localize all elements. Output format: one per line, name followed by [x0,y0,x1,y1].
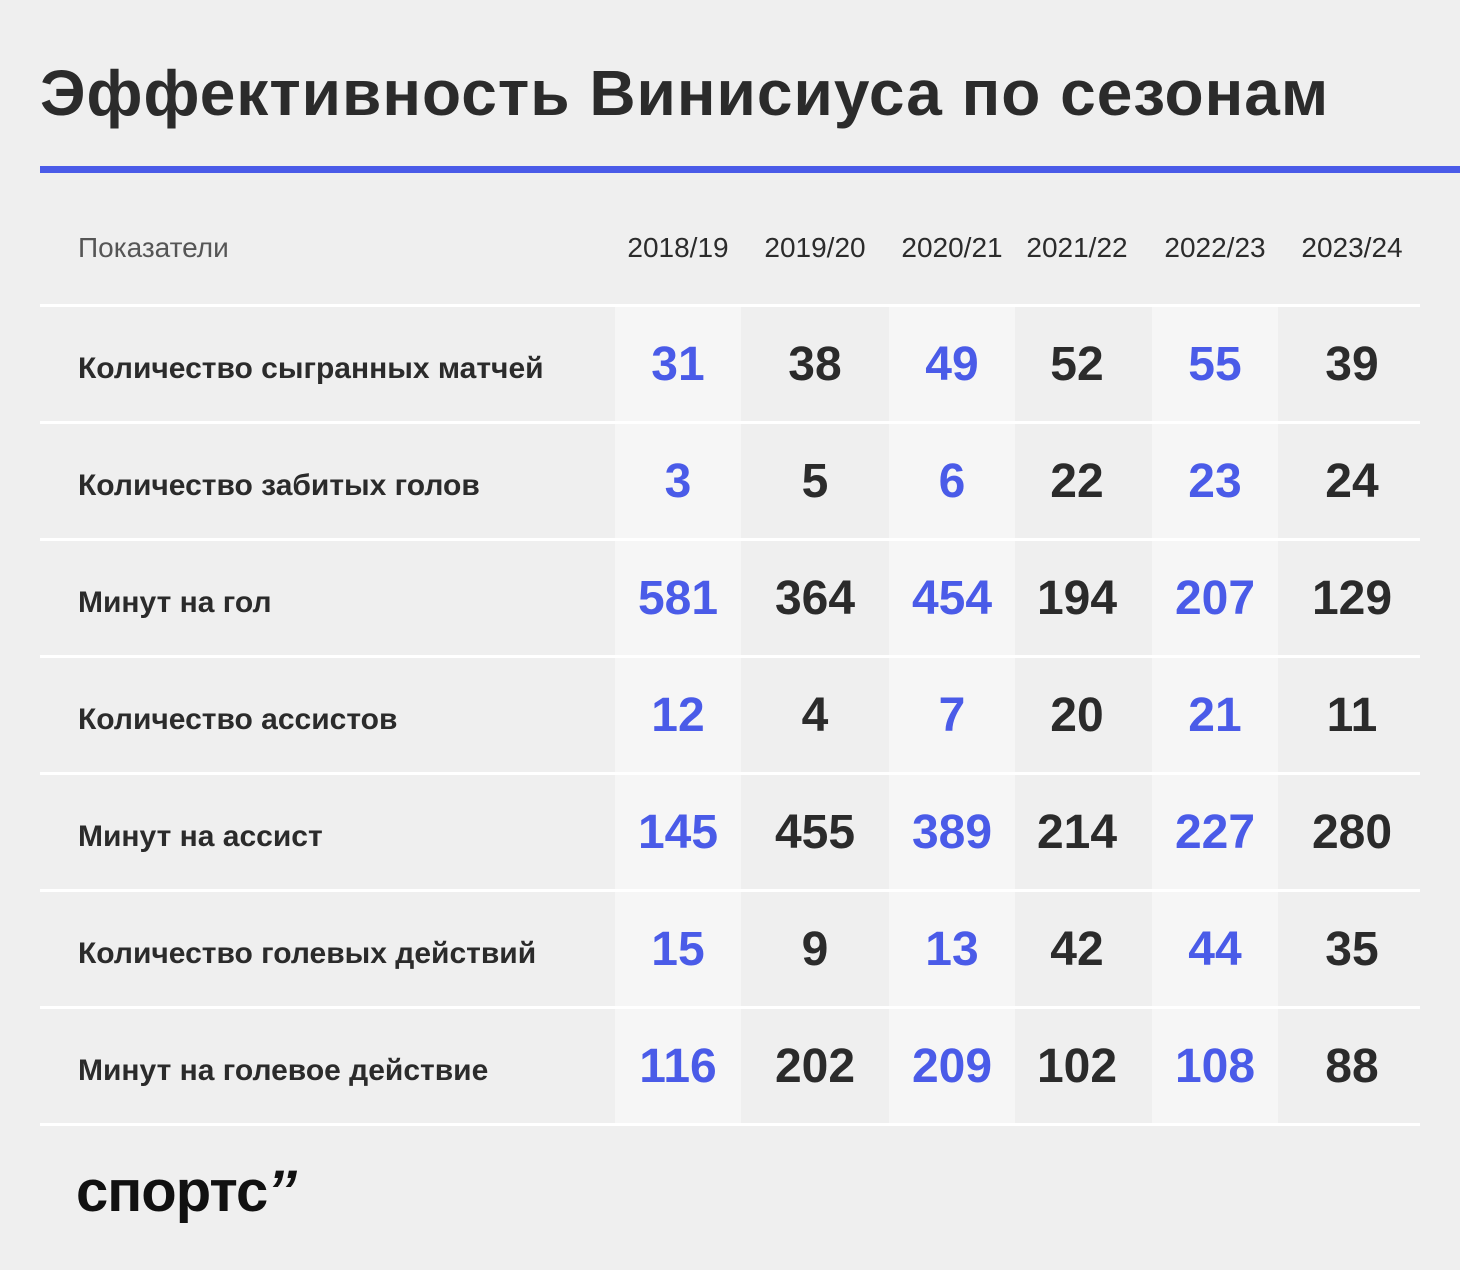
table-row: Количество голевых действий 15 9 13 42 44 35 [40,889,1420,1006]
value-cell: 202 [774,1039,856,1093]
value-cell: 280 [1311,805,1393,859]
logo-text: спортс [76,1159,268,1224]
table-header-row: Показатели 2018/19 2019/20 2020/21 2021/22 2… [40,190,1420,304]
value-cell: 23 [1152,424,1278,538]
value-cell: 116 [615,1009,741,1123]
value-cell: 11 [1326,688,1378,742]
header-label: Показатели [78,232,229,263]
value-cell: 12 [615,658,741,772]
value-cell: 581 [615,541,741,655]
value-cell: 21 [1152,658,1278,772]
value-cell: 194 [1036,571,1118,625]
row-label: Минут на голевое действие [78,1054,489,1087]
table-row: Количество ассистов 12 4 7 20 21 11 [40,655,1420,772]
value-cell: 108 [1152,1009,1278,1123]
row-label: Количество забитых голов [78,469,480,502]
value-cell: 455 [774,805,856,859]
value-cell: 39 [1325,337,1379,391]
value-cell: 44 [1152,892,1278,1006]
value-cell: 129 [1311,571,1393,625]
value-cell: 31 [615,307,741,421]
season-header-4: 2022/23 [1164,232,1266,263]
value-cell: 38 [788,337,842,391]
value-cell: 102 [1036,1039,1118,1093]
table-row: Количество сыгранных матчей 31 38 49 52 55 39 [40,304,1420,421]
row-label: Количество сыгранных матчей [78,352,544,385]
value-cell: 9 [801,922,829,976]
value-cell: 227 [1152,775,1278,889]
season-header-0: 2018/19 [627,232,729,263]
logo-mark: ’’ [267,1159,296,1224]
row-label: Количество голевых действий [78,937,537,970]
value-cell: 6 [889,424,1015,538]
table-row: Количество забитых голов 3 5 6 22 23 24 [40,421,1420,538]
stats-table: Показатели 2018/19 2019/20 2020/21 2021/22 2… [40,190,1420,1126]
value-cell: 55 [1152,307,1278,421]
chart-title: Эффективность Винисиуса по сезонам [40,57,1330,129]
value-cell: 209 [889,1009,1015,1123]
value-cell: 4 [801,688,829,742]
row-label: Минут на ассист [78,820,323,853]
value-cell: 35 [1325,922,1379,976]
value-cell: 145 [615,775,741,889]
value-cell: 364 [774,571,856,625]
value-cell: 52 [1050,337,1104,391]
season-header-3: 2021/22 [1026,232,1128,263]
value-cell: 214 [1036,805,1118,859]
value-cell: 454 [889,541,1015,655]
value-cell: 49 [889,307,1015,421]
season-header-1: 2019/20 [764,232,866,263]
title-divider [40,166,1460,173]
value-cell: 22 [1050,454,1104,508]
value-cell: 207 [1152,541,1278,655]
value-cell: 24 [1325,454,1379,508]
value-cell: 15 [615,892,741,1006]
value-cell: 389 [889,775,1015,889]
value-cell: 5 [801,454,829,508]
value-cell: 20 [1050,688,1104,742]
value-cell: 88 [1325,1039,1379,1093]
season-header-2: 2020/21 [901,232,1003,263]
sports-logo: спортс’’ [76,1158,296,1225]
value-cell: 7 [889,658,1015,772]
table-row: Минут на голевое действие 116 202 209 102 108… [40,1006,1420,1126]
row-label: Количество ассистов [78,703,398,736]
value-cell: 13 [889,892,1015,1006]
value-cell: 42 [1050,922,1104,976]
row-label: Минут на гол [78,586,272,619]
table-row: Минут на гол 581 364 454 194 207 129 [40,538,1420,655]
season-header-5: 2023/24 [1301,232,1403,263]
value-cell: 3 [615,424,741,538]
table-row: Минут на ассист 145 455 389 214 227 280 [40,772,1420,889]
